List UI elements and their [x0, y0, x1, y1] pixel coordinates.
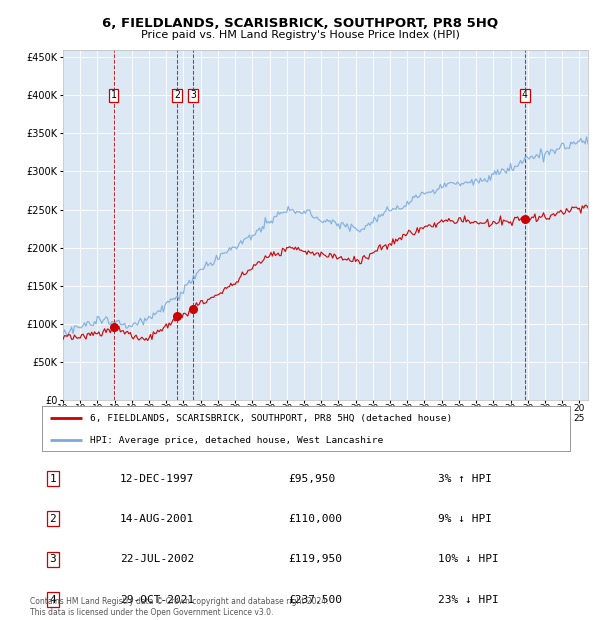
Text: 1: 1	[111, 91, 117, 100]
Text: 9% ↓ HPI: 9% ↓ HPI	[438, 514, 492, 524]
Text: 2: 2	[49, 514, 56, 524]
Text: 22-JUL-2002: 22-JUL-2002	[120, 554, 194, 564]
Text: 10% ↓ HPI: 10% ↓ HPI	[438, 554, 499, 564]
Text: £119,950: £119,950	[288, 554, 342, 564]
Text: 23% ↓ HPI: 23% ↓ HPI	[438, 595, 499, 604]
Text: £95,950: £95,950	[288, 474, 335, 484]
Text: Price paid vs. HM Land Registry's House Price Index (HPI): Price paid vs. HM Land Registry's House …	[140, 30, 460, 40]
Text: 3: 3	[190, 91, 196, 100]
Text: 29-OCT-2021: 29-OCT-2021	[120, 595, 194, 604]
Text: £110,000: £110,000	[288, 514, 342, 524]
Text: 3: 3	[49, 554, 56, 564]
Text: 3% ↑ HPI: 3% ↑ HPI	[438, 474, 492, 484]
Text: HPI: Average price, detached house, West Lancashire: HPI: Average price, detached house, West…	[89, 435, 383, 445]
Text: 2: 2	[174, 91, 180, 100]
Text: 4: 4	[49, 595, 56, 604]
Text: 14-AUG-2001: 14-AUG-2001	[120, 514, 194, 524]
Text: £237,500: £237,500	[288, 595, 342, 604]
Text: 6, FIELDLANDS, SCARISBRICK, SOUTHPORT, PR8 5HQ: 6, FIELDLANDS, SCARISBRICK, SOUTHPORT, P…	[102, 17, 498, 30]
Text: 6, FIELDLANDS, SCARISBRICK, SOUTHPORT, PR8 5HQ (detached house): 6, FIELDLANDS, SCARISBRICK, SOUTHPORT, P…	[89, 414, 452, 423]
Text: 4: 4	[522, 91, 528, 100]
Text: 12-DEC-1997: 12-DEC-1997	[120, 474, 194, 484]
Text: 1: 1	[49, 474, 56, 484]
Text: Contains HM Land Registry data © Crown copyright and database right 2024.
This d: Contains HM Land Registry data © Crown c…	[30, 598, 329, 617]
